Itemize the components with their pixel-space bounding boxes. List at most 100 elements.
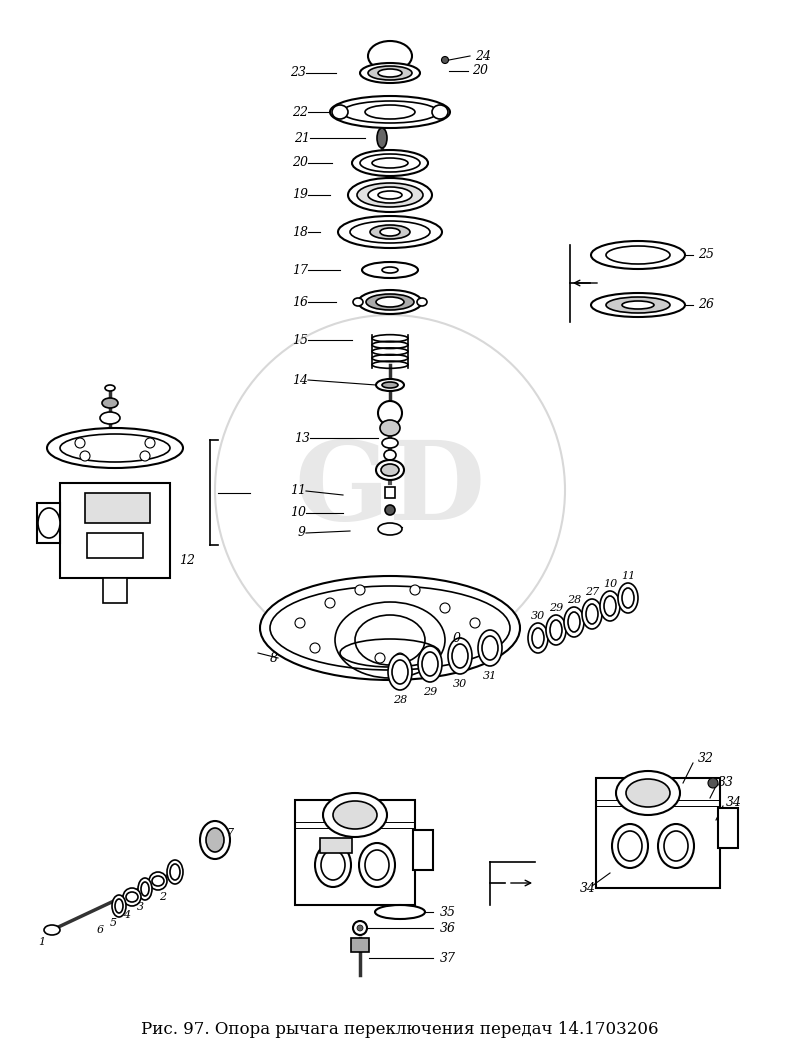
- Ellipse shape: [141, 882, 149, 896]
- Ellipse shape: [112, 895, 126, 917]
- Text: 18: 18: [292, 225, 308, 238]
- Ellipse shape: [366, 294, 414, 310]
- Text: Рис. 97. Опора рычага переключения передач 14.1703206: Рис. 97. Опора рычага переключения перед…: [142, 1022, 658, 1039]
- Bar: [295, 800, 415, 905]
- Ellipse shape: [622, 300, 654, 309]
- Circle shape: [442, 56, 449, 63]
- Circle shape: [140, 451, 150, 461]
- Ellipse shape: [378, 523, 402, 535]
- Ellipse shape: [448, 638, 472, 674]
- Ellipse shape: [102, 398, 118, 408]
- Ellipse shape: [260, 576, 520, 680]
- Text: 34: 34: [726, 797, 742, 809]
- Text: 29: 29: [549, 603, 563, 613]
- Circle shape: [708, 778, 718, 788]
- Circle shape: [295, 618, 305, 628]
- Bar: [413, 829, 433, 870]
- Ellipse shape: [44, 925, 60, 935]
- Bar: [385, 487, 395, 498]
- Ellipse shape: [47, 428, 183, 468]
- Text: 21: 21: [294, 131, 310, 145]
- Ellipse shape: [612, 824, 648, 868]
- Bar: [103, 578, 127, 603]
- Ellipse shape: [478, 630, 502, 665]
- Ellipse shape: [330, 96, 450, 128]
- Ellipse shape: [417, 298, 427, 306]
- Ellipse shape: [422, 652, 438, 676]
- Ellipse shape: [626, 779, 670, 807]
- Bar: [718, 808, 738, 849]
- Ellipse shape: [380, 229, 400, 236]
- Text: 10: 10: [290, 507, 306, 519]
- Ellipse shape: [60, 434, 170, 462]
- Text: 7: 7: [226, 828, 234, 838]
- Text: 11: 11: [290, 485, 306, 497]
- Ellipse shape: [348, 178, 432, 212]
- Bar: [596, 778, 720, 888]
- Ellipse shape: [352, 150, 428, 176]
- Ellipse shape: [378, 69, 402, 77]
- Ellipse shape: [384, 450, 396, 460]
- Ellipse shape: [452, 644, 468, 668]
- Ellipse shape: [377, 128, 387, 148]
- Ellipse shape: [368, 187, 412, 203]
- Text: 14: 14: [292, 373, 308, 386]
- Ellipse shape: [376, 297, 404, 307]
- Text: 3: 3: [137, 902, 143, 912]
- Ellipse shape: [206, 828, 224, 852]
- Bar: [320, 838, 352, 853]
- Text: 11: 11: [621, 571, 635, 581]
- Ellipse shape: [376, 460, 404, 480]
- Text: 20: 20: [292, 157, 308, 169]
- Text: 8: 8: [270, 652, 278, 664]
- Ellipse shape: [342, 101, 438, 123]
- Ellipse shape: [586, 604, 598, 624]
- Ellipse shape: [370, 225, 410, 239]
- Ellipse shape: [606, 297, 670, 313]
- Ellipse shape: [353, 298, 363, 306]
- Text: 30: 30: [453, 679, 467, 689]
- Ellipse shape: [591, 241, 685, 269]
- Text: 28: 28: [393, 695, 407, 705]
- Text: 35: 35: [440, 906, 456, 918]
- Ellipse shape: [376, 379, 404, 391]
- Ellipse shape: [138, 878, 152, 900]
- Ellipse shape: [100, 412, 120, 424]
- Ellipse shape: [392, 660, 408, 685]
- Ellipse shape: [606, 247, 670, 264]
- Text: 13: 13: [294, 432, 310, 444]
- Ellipse shape: [382, 438, 398, 448]
- Circle shape: [395, 653, 405, 663]
- Text: 27: 27: [585, 587, 599, 597]
- Bar: [60, 484, 170, 578]
- Text: 1: 1: [38, 937, 46, 947]
- Text: 33: 33: [718, 777, 734, 789]
- Text: 32: 32: [698, 751, 714, 765]
- Circle shape: [375, 653, 385, 663]
- Ellipse shape: [368, 66, 412, 80]
- Text: 9: 9: [298, 527, 306, 540]
- Ellipse shape: [568, 612, 580, 632]
- Ellipse shape: [38, 508, 60, 539]
- Circle shape: [325, 598, 335, 608]
- Ellipse shape: [375, 905, 425, 919]
- Ellipse shape: [321, 850, 345, 880]
- Ellipse shape: [658, 824, 694, 868]
- Ellipse shape: [381, 464, 399, 476]
- Ellipse shape: [532, 628, 544, 647]
- Ellipse shape: [359, 843, 395, 887]
- Ellipse shape: [167, 860, 183, 884]
- Ellipse shape: [315, 843, 351, 887]
- Ellipse shape: [170, 864, 180, 880]
- Circle shape: [353, 922, 367, 935]
- Ellipse shape: [582, 599, 602, 630]
- Ellipse shape: [200, 821, 230, 859]
- Ellipse shape: [126, 892, 138, 902]
- Bar: [37, 503, 60, 543]
- Ellipse shape: [360, 154, 420, 172]
- Text: 29: 29: [423, 687, 437, 697]
- Text: 10: 10: [603, 579, 617, 589]
- Ellipse shape: [152, 876, 164, 886]
- Text: 25: 25: [698, 249, 714, 261]
- Ellipse shape: [388, 654, 412, 690]
